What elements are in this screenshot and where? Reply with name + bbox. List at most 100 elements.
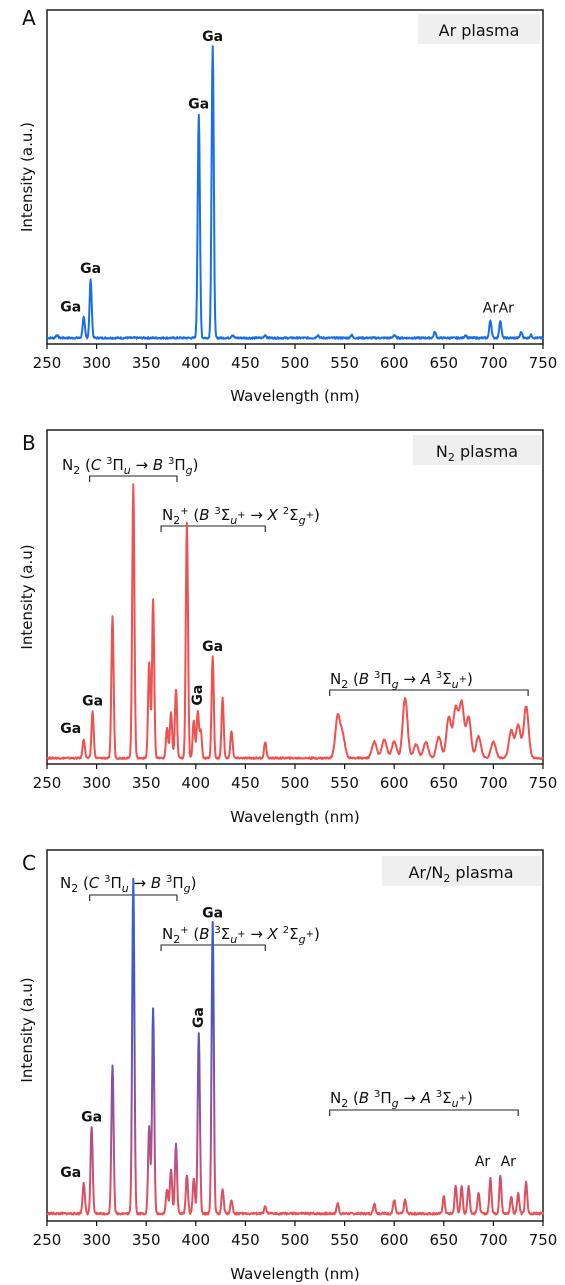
- panel-b-x-ticks: 250 300 350 400 450 500 550 600 650 700 750: [33, 764, 558, 792]
- x-tick-label-c-350: 350: [132, 1231, 161, 1249]
- panel-c-legend-suffix: plasma: [450, 863, 513, 882]
- panel-c-legend-sub: 2: [443, 872, 450, 885]
- panel-a-plot-frame: [46, 9, 544, 345]
- x-tick-label-a-500: 500: [281, 354, 310, 372]
- x-tick-label-c-750: 750: [529, 1231, 558, 1249]
- x-tick-label-b-750: 750: [529, 774, 558, 792]
- annotation-a-4: Ga: [202, 29, 223, 45]
- x-tick-label-b-550: 550: [330, 774, 359, 792]
- x-tick-label-a-250: 250: [33, 354, 62, 372]
- x-tick-label-c-700: 700: [479, 1231, 508, 1249]
- panel-a: A Ar plasma 250 300 350 400 450 500 550 600 650 7…: [18, 6, 557, 405]
- panel-b-legend-main: N: [436, 442, 448, 461]
- x-tick-label-a-750: 750: [529, 354, 558, 372]
- x-tick-label-a-650: 650: [429, 354, 458, 372]
- annotation-c-3: Ga: [191, 1007, 207, 1028]
- band-label-c-3: N2 (B 3Πg → A 3Σu+): [330, 1089, 473, 1110]
- panel-b-legend-sub: 2: [448, 451, 455, 464]
- x-tick-label-c-650: 650: [429, 1231, 458, 1249]
- panel-c-legend-label: Ar/N2 plasma: [408, 863, 513, 885]
- x-tick-label-a-300: 300: [82, 354, 111, 372]
- band-label-b-2: N2+ (B 3Σu+ → X 2Σg+): [162, 506, 320, 527]
- annotation-c-5: Ar: [475, 1154, 491, 1170]
- x-tick-label-c-550: 550: [330, 1231, 359, 1249]
- series-line-a-1: [46, 45, 544, 340]
- x-tick-label-a-550: 550: [330, 354, 359, 372]
- panel-c-legend-main: Ar/N: [408, 863, 443, 882]
- annotation-b-3: Ga: [190, 685, 206, 706]
- x-tick-label-c-250: 250: [33, 1231, 62, 1249]
- panel-c-ylabel: Intensity (a.u): [18, 977, 36, 1082]
- x-tick-label-b-500: 500: [281, 774, 310, 792]
- panel-letter-a: A: [22, 6, 36, 30]
- panel-b: B N2 plasma N2 (C 3Πu → B 3Πg) N2+ (B 3Σu…: [18, 429, 558, 826]
- band-bracket-b-2: [160, 525, 266, 532]
- band-label-b-3: N2 (B 3Πg → A 3Σu+): [330, 670, 473, 691]
- band-bracket-b-1: [89, 475, 178, 482]
- panel-b-xlabel: Wavelength (nm): [230, 808, 360, 826]
- panel-a-xlabel: Wavelength (nm): [230, 387, 360, 405]
- annotation-a-6: Ar: [499, 300, 515, 316]
- panel-a-series: [46, 45, 544, 340]
- annotation-a-3: Ga: [188, 97, 209, 113]
- x-tick-label-a-600: 600: [380, 354, 409, 372]
- x-tick-label-b-600: 600: [380, 774, 409, 792]
- annotation-a-5: Ar: [483, 300, 499, 316]
- panel-c-plot-frame: [46, 849, 544, 1222]
- x-tick-label-a-700: 700: [479, 354, 508, 372]
- annotation-a-2: Ga: [80, 261, 101, 277]
- panel-c-series: [46, 877, 544, 1216]
- panel-a-ylabel: Intensity (a.u.): [18, 122, 36, 232]
- annotation-c-2: Ga: [81, 1110, 102, 1126]
- band-bracket-c-3: [329, 1109, 519, 1116]
- panel-b-series: [46, 483, 544, 760]
- x-tick-label-b-400: 400: [181, 774, 210, 792]
- x-tick-label-c-300: 300: [82, 1231, 111, 1249]
- panel-b-bands: N2 (C 3Πu → B 3Πg) N2+ (B 3Σu+ → X 2Σg+) N…: [62, 456, 529, 696]
- panel-c-annotations: Ga Ga Ga Ga Ar Ar: [60, 905, 516, 1181]
- annotation-b-1: Ga: [60, 721, 81, 737]
- series-line-c-1: [46, 877, 544, 1216]
- panel-c: C Ar/N2 plasma N2 (C 3Πu → B 3Πg) N2+ (B …: [18, 849, 558, 1283]
- x-tick-label-c-450: 450: [231, 1231, 260, 1249]
- panel-letter-b: B: [22, 431, 36, 455]
- annotation-b-2: Ga: [82, 694, 103, 710]
- annotation-b-4: Ga: [202, 639, 223, 655]
- panel-c-legend-box: [382, 856, 541, 886]
- x-tick-label-c-600: 600: [380, 1231, 409, 1249]
- x-tick-label-a-450: 450: [231, 354, 260, 372]
- annotation-c-1: Ga: [60, 1165, 81, 1181]
- annotation-c-6: Ar: [501, 1154, 517, 1170]
- x-tick-label-b-650: 650: [429, 774, 458, 792]
- panel-b-plot-frame: [46, 429, 544, 765]
- panel-a-annotations: Ga Ga Ga Ga Ar Ar: [60, 29, 514, 316]
- panel-a-legend-label: Ar plasma: [439, 21, 520, 40]
- x-tick-label-b-300: 300: [82, 774, 111, 792]
- annotation-a-1: Ga: [60, 299, 81, 315]
- series-line-b-1: [46, 483, 544, 760]
- band-label-b-1: N2 (C 3Πu → B 3Πg): [62, 456, 198, 477]
- panel-b-legend-label: N2 plasma: [436, 442, 518, 464]
- panel-b-legend-suffix: plasma: [455, 442, 518, 461]
- panel-b-ylabel: Intensity (a.u): [18, 544, 36, 649]
- x-tick-label-b-450: 450: [231, 774, 260, 792]
- panel-letter-c: C: [22, 851, 36, 875]
- band-bracket-b-3: [329, 689, 529, 696]
- x-tick-label-b-350: 350: [132, 774, 161, 792]
- x-tick-label-c-500: 500: [281, 1231, 310, 1249]
- panel-c-xlabel: Wavelength (nm): [230, 1265, 360, 1283]
- x-tick-label-b-700: 700: [479, 774, 508, 792]
- panel-c-bands: N2 (C 3Πu → B 3Πg) N2+ (B 3Σu+ → X 2Σg+) N…: [60, 874, 519, 1116]
- band-label-c-1: N2 (C 3Πu → B 3Πg): [60, 874, 196, 895]
- x-tick-label-b-250: 250: [33, 774, 62, 792]
- band-label-c-2: N2+ (B 3Σu+ → X 2Σg+): [162, 925, 320, 946]
- panel-a-x-ticks: 250 300 350 400 450 500 550 600 650 700 750: [33, 344, 558, 372]
- x-tick-label-a-350: 350: [132, 354, 161, 372]
- panel-b-legend-box: [413, 435, 541, 465]
- panel-c-x-ticks: 250 300 350 400 450 500 550 600 650 700 750: [33, 1221, 558, 1249]
- annotation-c-4: Ga: [202, 905, 223, 921]
- x-tick-label-c-400: 400: [181, 1231, 210, 1249]
- x-tick-label-a-400: 400: [181, 354, 210, 372]
